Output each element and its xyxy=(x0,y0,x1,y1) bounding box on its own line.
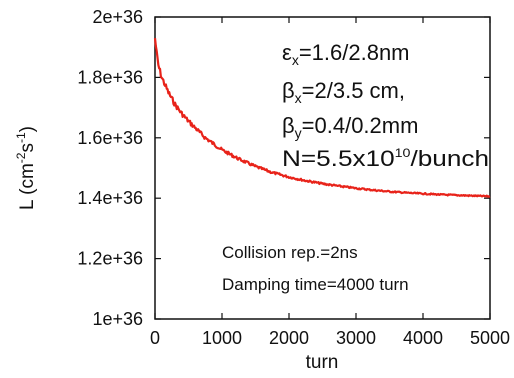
y-tick-label: 1.4e+36 xyxy=(77,188,143,208)
x-tick-label: 2000 xyxy=(269,328,309,348)
series-line xyxy=(153,37,491,198)
y-tick-label: 1e+36 xyxy=(92,309,143,329)
x-tick-label: 5000 xyxy=(470,328,510,348)
plot-frame xyxy=(154,16,491,320)
y-tick-label: 1.8e+36 xyxy=(77,67,143,87)
note-damping-time: Damping time=4000 turn xyxy=(222,275,409,294)
x-tick-label: 1000 xyxy=(202,328,242,348)
note-collision-rep: Collision rep.=2ns xyxy=(222,243,358,262)
x-tick-label: 0 xyxy=(150,328,160,348)
param-beta-y: βy=0.4/0.2mm xyxy=(282,113,418,141)
y-tick-label: 1.2e+36 xyxy=(77,249,143,269)
param-emittance-x: εx=1.6/2.8nm xyxy=(282,40,410,68)
x-tick-label: 3000 xyxy=(336,328,376,348)
y-axis-label: L (cm-2s-1) xyxy=(14,126,38,210)
x-axis-label: turn xyxy=(306,352,339,373)
param-beta-x: βx=2/3.5 cm, xyxy=(282,78,405,106)
y-tick-label: 1.6e+36 xyxy=(77,128,143,148)
param-bunch-population: N=5.5x10 10/bunch xyxy=(282,146,489,171)
y-tick-label: 2e+36 xyxy=(92,7,143,27)
x-tick-label: 4000 xyxy=(403,328,443,348)
